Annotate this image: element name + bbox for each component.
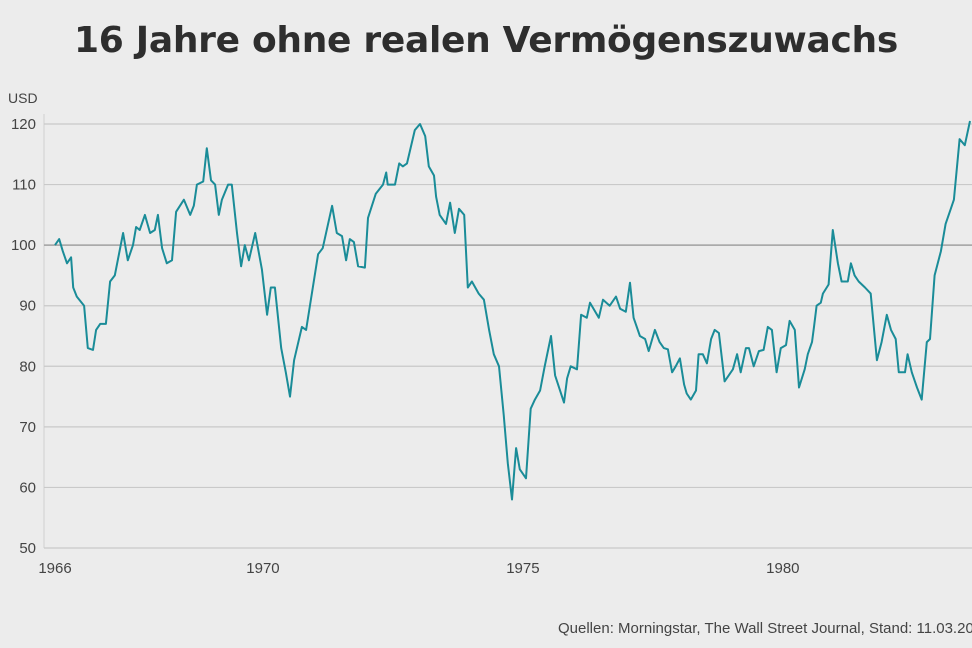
x-tick-label: 1966 bbox=[38, 560, 71, 577]
x-tick-label: 1970 bbox=[246, 560, 279, 577]
y-tick-label: 90 bbox=[19, 298, 36, 315]
y-tick-label: 110 bbox=[12, 177, 36, 194]
chart-title: 16 Jahre ohne realen Vermögenszuwachs bbox=[74, 20, 898, 61]
x-tick-label: 1975 bbox=[506, 560, 539, 577]
y-tick-label: 120 bbox=[11, 116, 36, 133]
y-tick-label: 100 bbox=[11, 237, 36, 254]
y-tick-label: 50 bbox=[19, 540, 36, 557]
x-tick-label: 1980 bbox=[766, 560, 799, 577]
y-axis-unit-label: USD bbox=[8, 90, 38, 106]
source-note: Quellen: Morningstar, The Wall Street Jo… bbox=[558, 620, 972, 637]
y-tick-label: 70 bbox=[19, 419, 36, 436]
gridlines bbox=[43, 114, 972, 549]
x-axis-ticks: 1966 1970 1975 1980 bbox=[38, 560, 799, 577]
series-line bbox=[54, 120, 971, 501]
y-axis-ticks: 50 60 70 80 90 100 110 120 bbox=[11, 116, 36, 557]
y-tick-label: 60 bbox=[19, 479, 36, 496]
y-tick-label: 80 bbox=[19, 358, 36, 375]
series-group bbox=[54, 120, 971, 501]
